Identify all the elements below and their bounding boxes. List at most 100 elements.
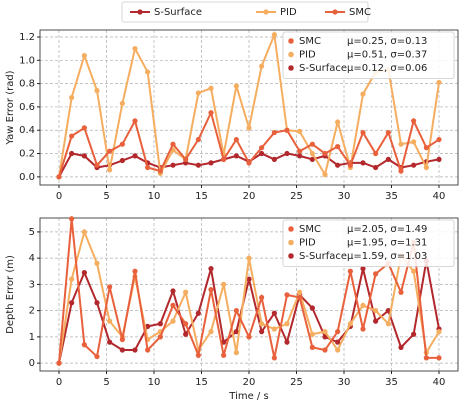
point (360, 129, 366, 136)
point (208, 160, 214, 166)
x-tick-label: 10 (148, 191, 161, 202)
y-tick-label: 3 (29, 279, 35, 290)
point (195, 310, 201, 316)
point (436, 136, 442, 143)
point (360, 160, 366, 166)
legend-stat: μ=2.05, σ=1.49 (347, 224, 427, 235)
y-tick-label: 0.4 (19, 125, 35, 136)
point (221, 352, 227, 358)
point (208, 110, 214, 116)
point (157, 334, 163, 340)
point (145, 69, 151, 75)
point (157, 168, 163, 174)
point (411, 268, 417, 274)
point (94, 300, 100, 306)
plot-frame (39, 29, 459, 186)
x-axis-label: Time / s (228, 391, 268, 402)
legend-label: SMC (299, 224, 321, 235)
legend-box (282, 31, 455, 79)
legend-label: S-Surface (299, 63, 347, 74)
point (436, 156, 442, 162)
x-tick-label: 35 (385, 191, 398, 202)
y-tick-label: 5 (29, 227, 35, 238)
legend-label: SMC (349, 7, 371, 18)
point (423, 164, 429, 171)
point (119, 100, 125, 107)
point (271, 355, 277, 361)
point (246, 255, 252, 261)
point (271, 129, 277, 136)
point (423, 145, 429, 151)
legend-box (282, 219, 455, 267)
point (360, 266, 366, 272)
point (233, 153, 239, 159)
legend-label: S-Surface (299, 251, 347, 262)
point (297, 289, 303, 295)
point (94, 88, 100, 94)
point (221, 281, 227, 287)
point (398, 141, 404, 147)
x-tick-label: 20 (243, 191, 256, 202)
point (271, 32, 277, 38)
legend-stat: μ=0.25, σ=0.13 (347, 36, 427, 47)
point (157, 321, 163, 327)
point (335, 339, 341, 345)
x-tick-label: 0 (56, 191, 62, 202)
point (398, 289, 404, 295)
point (322, 171, 328, 178)
y-tick-label: 0.8 (19, 79, 35, 90)
point (170, 318, 176, 324)
point (322, 150, 328, 157)
point (297, 153, 303, 159)
point (309, 305, 315, 311)
point (145, 347, 151, 353)
point (119, 141, 125, 147)
y-tick-label: 0.6 (19, 102, 35, 113)
point (132, 153, 138, 159)
y-tick-label: 1 (29, 332, 35, 343)
point (246, 160, 252, 166)
point (69, 150, 75, 157)
legend-stat: μ=1.95, σ=1.31 (347, 238, 427, 249)
legend-marker (287, 225, 295, 233)
point (233, 308, 239, 314)
point (69, 216, 75, 222)
point (373, 164, 379, 171)
point (423, 355, 429, 361)
point (119, 347, 125, 353)
point (221, 156, 227, 162)
point (107, 284, 113, 290)
point (347, 321, 353, 327)
figure-legend-box (121, 1, 369, 23)
point (233, 329, 239, 335)
point (145, 323, 151, 329)
legend-label: PID (299, 50, 316, 61)
legend-label: S-Surface (154, 7, 202, 18)
x-tick-label: 5 (103, 377, 109, 388)
point (309, 150, 315, 157)
point (119, 336, 125, 343)
point (56, 360, 62, 366)
x-tick-label: 30 (338, 377, 351, 388)
point (284, 321, 290, 327)
point (208, 266, 214, 272)
point (107, 148, 113, 154)
point (132, 347, 138, 353)
point (183, 331, 189, 337)
point (69, 300, 75, 306)
point (233, 350, 239, 356)
point (208, 85, 214, 91)
x-tick-label: 35 (385, 377, 398, 388)
point (385, 129, 391, 136)
legend-marker (287, 252, 295, 260)
point (411, 162, 417, 168)
y-axis-label: Yaw Error (rad) (5, 70, 16, 145)
legend-label: PID (299, 238, 316, 249)
y-tick-label: 2 (29, 306, 35, 317)
point (69, 133, 75, 139)
point (246, 334, 252, 340)
y-tick-label: 0.2 (19, 149, 35, 160)
point (259, 150, 265, 157)
x-tick-label: 10 (148, 377, 161, 388)
point (271, 156, 277, 162)
